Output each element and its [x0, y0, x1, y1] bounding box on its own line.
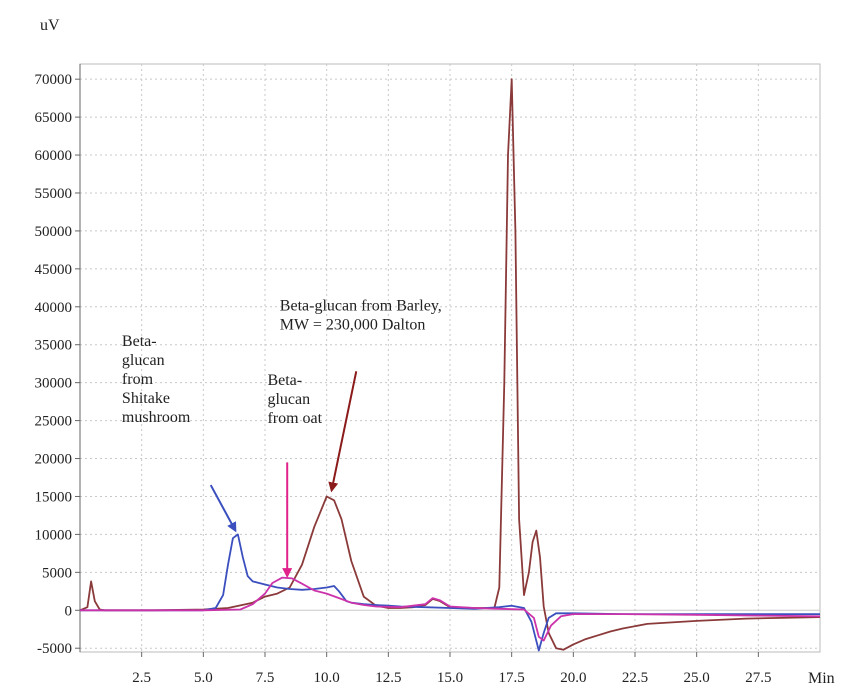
x-tick-label: 10.0 [314, 670, 340, 686]
y-tick-label: 20000 [35, 452, 73, 468]
series-group [79, 78, 821, 652]
y-tick-label: 70000 [35, 72, 73, 88]
y-tick-label: 35000 [35, 338, 73, 354]
annotation-1-line: glucan [122, 352, 165, 369]
annotation-1-line: Beta- [122, 333, 157, 350]
y-tick-label: 10000 [35, 527, 73, 543]
annotation-1-line: from [122, 371, 154, 388]
x-tick-label: 17.5 [499, 670, 525, 686]
x-tick-label: 5.0 [194, 670, 213, 686]
y-tick-label: -5000 [37, 641, 72, 657]
x-tick-label: 12.5 [375, 670, 401, 686]
x-tick-label: 22.5 [622, 670, 648, 686]
y-tick-label: 60000 [35, 148, 73, 164]
y-tick-label: 65000 [35, 110, 73, 126]
y-tick-label: 25000 [35, 414, 73, 430]
y-tick-label: 15000 [35, 489, 73, 505]
y-tick-label: 30000 [35, 376, 73, 392]
x-tick-label: 27.5 [745, 670, 771, 686]
y-tick-label: 50000 [35, 224, 73, 240]
axis-ticks: -5000 0 5000 10000 15000 20000 25000 30000 35000… [35, 72, 772, 686]
x-tick-label: 7.5 [256, 670, 275, 686]
y-tick-label: 5000 [42, 565, 72, 581]
x-tick-label: 25.0 [684, 670, 710, 686]
annotation-0-line: Beta-glucan from Barley, [280, 298, 442, 315]
x-tick-label: 20.0 [560, 670, 586, 686]
plot-frame [79, 63, 821, 653]
x-tick-label: 15.0 [437, 670, 463, 686]
y-tick-label: 55000 [35, 186, 73, 202]
x-axis-unit: Min [808, 670, 835, 687]
annotation-1-line: Shitake [122, 390, 170, 407]
x-tick-label: 2.5 [132, 670, 151, 686]
y-tick-label: 0 [65, 603, 73, 619]
annotation-0-arrow [328, 371, 358, 493]
annotations-group: Beta-glucan from Barley, MW = 230,000 Dal… [122, 298, 442, 579]
annotation-1-arrow [209, 484, 237, 533]
annotation-2-line: from oat [267, 410, 322, 427]
y-tick-label: 45000 [35, 262, 73, 278]
grid [80, 64, 820, 652]
annotation-0-line: MW = 230,000 Dalton [280, 317, 426, 334]
annotation-2-line: Beta- [267, 372, 302, 389]
annotation-2-line: glucan [267, 391, 310, 408]
y-axis-unit: uV [40, 17, 60, 34]
series-line-2 [80, 576, 821, 642]
y-tick-label: 40000 [35, 300, 73, 316]
annotation-1-line: mushroom [122, 409, 191, 426]
